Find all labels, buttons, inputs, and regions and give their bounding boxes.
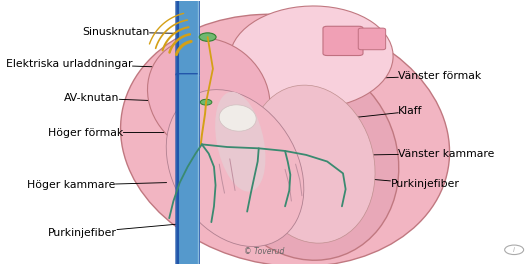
Ellipse shape: [230, 6, 393, 109]
Text: Purkinjefiber: Purkinjefiber: [364, 179, 459, 189]
Ellipse shape: [166, 90, 304, 246]
Circle shape: [200, 99, 212, 105]
Circle shape: [199, 33, 216, 41]
Ellipse shape: [213, 58, 399, 260]
Text: © Toverud: © Toverud: [244, 248, 284, 257]
Text: Höger kammare: Höger kammare: [27, 180, 166, 190]
Text: Purkinjefiber: Purkinjefiber: [48, 223, 185, 238]
Ellipse shape: [248, 85, 375, 243]
Text: i: i: [513, 247, 515, 253]
FancyBboxPatch shape: [323, 26, 363, 56]
Text: Vänster förmak: Vänster förmak: [327, 71, 482, 81]
Text: Vänster kammare: Vänster kammare: [369, 149, 495, 158]
Ellipse shape: [120, 14, 449, 265]
Text: Sinusknutan: Sinusknutan: [82, 27, 200, 37]
Ellipse shape: [147, 38, 270, 156]
Ellipse shape: [219, 105, 256, 131]
Ellipse shape: [215, 92, 266, 192]
Text: Höger förmak: Höger förmak: [48, 127, 174, 138]
Text: Elektriska urladdningar: Elektriska urladdningar: [6, 59, 187, 69]
Text: Klaff: Klaff: [338, 107, 423, 119]
FancyBboxPatch shape: [359, 28, 385, 50]
FancyBboxPatch shape: [176, 0, 199, 75]
Text: AV-knutan: AV-knutan: [64, 93, 193, 103]
FancyBboxPatch shape: [176, 74, 199, 265]
